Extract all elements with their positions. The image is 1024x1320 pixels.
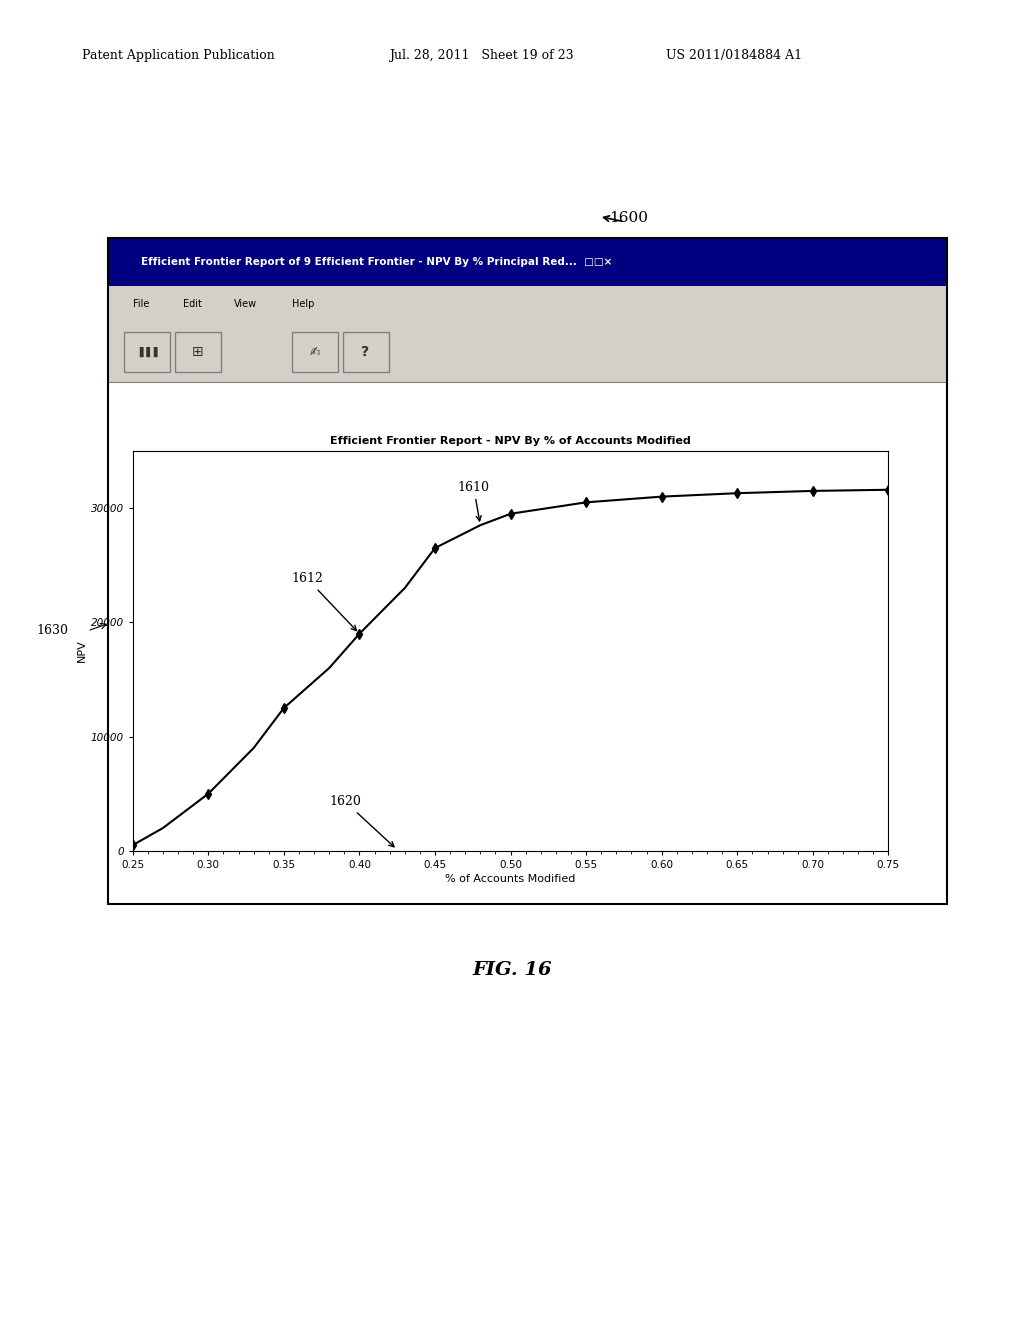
Text: 1630: 1630 (37, 624, 69, 638)
Y-axis label: NPV: NPV (77, 639, 86, 663)
Text: ?: ? (361, 346, 370, 359)
Text: 1600: 1600 (609, 211, 648, 224)
Text: US 2011/0184884 A1: US 2011/0184884 A1 (666, 49, 802, 62)
Text: ▐▐▐: ▐▐▐ (136, 347, 159, 358)
Title: Efficient Frontier Report - NPV By % of Accounts Modified: Efficient Frontier Report - NPV By % of … (330, 436, 691, 446)
Text: 1620: 1620 (329, 795, 394, 847)
Text: 1612: 1612 (292, 573, 356, 631)
Bar (175, 333, 221, 372)
Text: ⊞: ⊞ (191, 346, 203, 359)
Bar (108, 238, 947, 285)
Text: Efficient Frontier Report of 9 Efficient Frontier - NPV By % Principal Red...  □: Efficient Frontier Report of 9 Efficient… (141, 256, 612, 267)
Text: File: File (133, 298, 150, 309)
Text: ✍: ✍ (309, 346, 321, 359)
Text: Jul. 28, 2011   Sheet 19 of 23: Jul. 28, 2011 Sheet 19 of 23 (389, 49, 573, 62)
Text: View: View (233, 298, 257, 309)
Text: FIG. 16: FIG. 16 (472, 961, 552, 979)
Bar (108, 322, 947, 383)
Text: Patent Application Publication: Patent Application Publication (82, 49, 274, 62)
Text: Help: Help (292, 298, 314, 309)
Text: Edit: Edit (183, 298, 202, 309)
X-axis label: % of Accounts Modified: % of Accounts Modified (445, 874, 575, 884)
Bar (343, 333, 389, 372)
Bar (124, 333, 170, 372)
Text: 1610: 1610 (458, 480, 489, 521)
Bar (292, 333, 338, 372)
Bar (108, 285, 947, 322)
